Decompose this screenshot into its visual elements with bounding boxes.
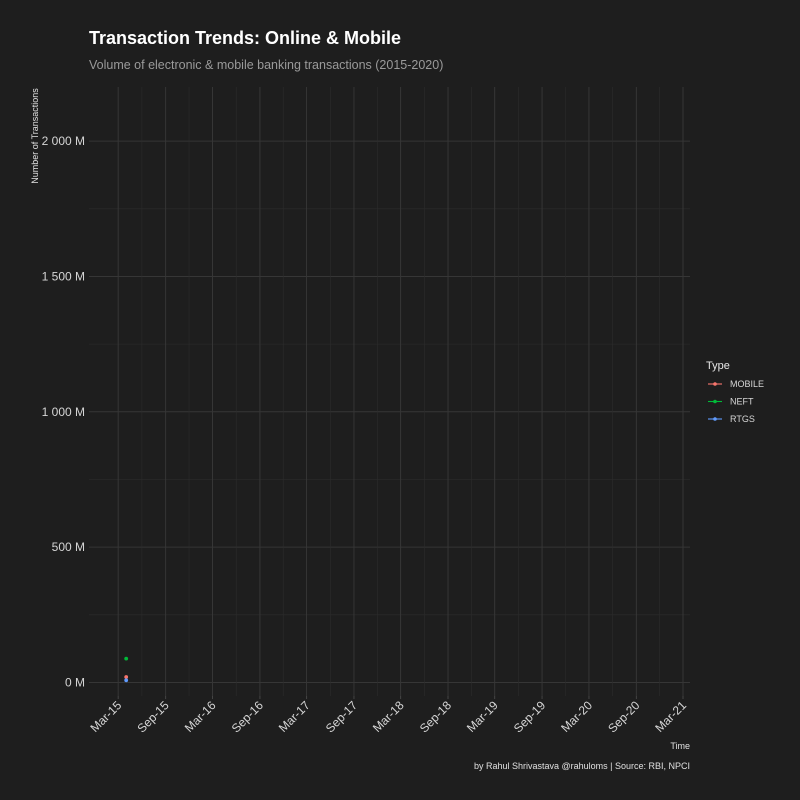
x-tick-label: Sep-20 bbox=[605, 698, 642, 735]
y-axis: 0 M 500 M 1 000 M 1 500 M 2 000 M bbox=[42, 134, 85, 689]
x-tick-label: Sep-18 bbox=[417, 698, 454, 735]
data-point bbox=[124, 656, 129, 661]
legend-label: RTGS bbox=[730, 414, 755, 424]
y-tick-label: 1 500 M bbox=[42, 269, 85, 283]
legend-item-mobile: MOBILE bbox=[708, 379, 764, 389]
y-tick-label: 500 M bbox=[52, 540, 85, 554]
y-tick-label: 1 000 M bbox=[42, 405, 85, 419]
x-tick-label: Mar-18 bbox=[370, 698, 407, 735]
data-series bbox=[124, 656, 129, 683]
y-tick-label: 0 M bbox=[65, 675, 85, 689]
x-tick-label: Mar-15 bbox=[88, 698, 125, 735]
y-tick-label: 2 000 M bbox=[42, 134, 85, 148]
chart-title: Transaction Trends: Online & Mobile bbox=[89, 28, 401, 48]
chart-subtitle: Volume of electronic & mobile banking tr… bbox=[89, 58, 443, 72]
x-tick-label: Sep-19 bbox=[511, 698, 548, 735]
series-neft bbox=[124, 656, 129, 661]
legend-title: Type bbox=[706, 360, 730, 372]
gridlines bbox=[89, 87, 690, 696]
legend: Type MOBILE NEFT RTGS bbox=[706, 360, 764, 424]
x-tick-label: Mar-21 bbox=[652, 698, 689, 735]
data-point bbox=[124, 678, 129, 683]
legend-key-point bbox=[713, 382, 717, 386]
x-tick-label: Mar-16 bbox=[182, 698, 219, 735]
legend-label: MOBILE bbox=[730, 379, 764, 389]
legend-key-point bbox=[713, 417, 717, 421]
x-tick-label: Sep-15 bbox=[134, 698, 171, 735]
x-tick-label: Mar-19 bbox=[464, 698, 501, 735]
series-mobile bbox=[124, 675, 129, 679]
legend-label: NEFT bbox=[730, 397, 754, 407]
legend-key-point bbox=[713, 399, 717, 404]
x-tick-label: Mar-20 bbox=[558, 698, 595, 735]
x-axis: Mar-15 Sep-15 Mar-16 Sep-16 Mar-17 Sep-17 Mar-… bbox=[88, 696, 689, 735]
legend-item-neft: NEFT bbox=[708, 397, 754, 407]
x-tick-label: Mar-17 bbox=[276, 698, 313, 735]
y-axis-title: Number of Transactions bbox=[30, 88, 40, 184]
data-point bbox=[124, 675, 129, 679]
legend-item-rtgs: RTGS bbox=[708, 414, 755, 424]
caption: by Rahul Shrivastava @rahuloms | Source:… bbox=[474, 761, 690, 771]
x-axis-title: Time bbox=[670, 741, 690, 751]
series-rtgs bbox=[124, 678, 129, 683]
x-tick-label: Sep-16 bbox=[229, 698, 266, 735]
x-tick-label: Sep-17 bbox=[323, 698, 360, 735]
